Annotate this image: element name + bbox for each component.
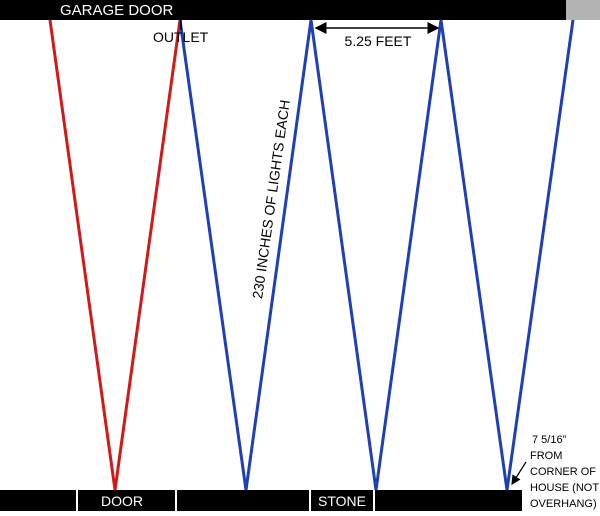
note: 7 5/16” FROM CORNER OF HOUSE (NOT OVERHA… [530, 434, 599, 510]
spacing-label: 5.25 FEET [345, 33, 412, 49]
red-lights [48, 19, 182, 491]
ground-bar [0, 490, 522, 511]
door-label: DOOR [101, 493, 143, 509]
garage-door-label: GARAGE DOOR [60, 2, 174, 19]
garage-door-bar [0, 0, 566, 20]
ground-segment [311, 490, 373, 511]
gray-block [566, 0, 600, 20]
note-line: OVERHANG) [530, 498, 597, 510]
note-line: FROM [530, 450, 562, 462]
ground-segment [0, 490, 76, 511]
note-line: CORNER OF [530, 466, 596, 478]
stone-label: STONE [318, 493, 366, 509]
ground-segment [375, 490, 522, 511]
outlet-label: OUTLET [153, 29, 209, 45]
ground-segment [177, 490, 309, 511]
blue-lights [178, 19, 575, 491]
note-line: HOUSE (NOT [530, 482, 599, 494]
note-arrow [511, 461, 527, 486]
note-line: 7 5/16” [532, 434, 567, 446]
ground-segment [78, 490, 175, 511]
